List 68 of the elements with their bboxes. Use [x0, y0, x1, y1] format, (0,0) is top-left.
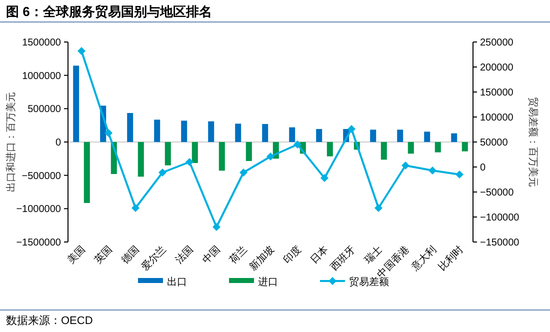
y2-tick-label: 150000 — [480, 88, 514, 98]
y2-tick-label: 250000 — [480, 38, 514, 48]
bar — [181, 120, 188, 142]
bar — [462, 142, 468, 152]
bar — [380, 142, 387, 160]
y-tick-label: −1500000 — [16, 238, 62, 248]
point — [186, 158, 194, 166]
chart-title: 图 6：全球服务贸易国别与地区排名 — [6, 4, 212, 19]
bar — [235, 124, 242, 142]
y2-tick-label: −50000 — [480, 188, 514, 198]
bar — [246, 142, 252, 161]
bar — [164, 142, 171, 166]
bar — [192, 142, 198, 163]
bar — [138, 142, 144, 177]
bar — [127, 113, 134, 142]
bar — [370, 130, 376, 142]
bar — [208, 121, 214, 142]
legend-label: 进口 — [258, 276, 278, 288]
bar — [434, 142, 441, 152]
point — [374, 204, 382, 212]
y-tick-label: −1000000 — [16, 204, 62, 216]
y2-tick-label: −150000 — [480, 238, 520, 248]
bar — [218, 142, 225, 171]
point — [240, 168, 248, 176]
point — [320, 174, 328, 182]
x-tick-label: 法国 — [172, 244, 196, 266]
bar — [397, 130, 404, 142]
point — [402, 162, 410, 170]
point — [104, 129, 112, 137]
y-tick-label: −500000 — [22, 170, 62, 182]
x-tick-label: 中国 — [200, 244, 223, 266]
legend-label: 出口 — [167, 276, 187, 288]
bar — [451, 133, 458, 142]
y2-tick-label: 100000 — [480, 112, 514, 124]
y-tick-label: 1500000 — [22, 38, 62, 48]
point — [456, 170, 464, 178]
y2-tick-label: 200000 — [480, 62, 514, 74]
source-note: 数据来源：OECD — [6, 314, 93, 327]
y-axis-title: 出口和进口：百万美元 — [5, 92, 17, 192]
bar — [424, 132, 430, 142]
y-tick-label: 0 — [55, 138, 62, 148]
point — [266, 152, 274, 160]
x-tick-label: 英国 — [92, 244, 115, 266]
y-tick-label: 1000000 — [22, 70, 62, 82]
point — [132, 204, 140, 212]
point — [294, 140, 302, 148]
y2-axis-title: 贸易差额：百万美元 — [527, 97, 539, 187]
point — [158, 168, 166, 176]
bar — [73, 66, 80, 142]
x-tick-label: 美国 — [64, 244, 88, 266]
bar — [326, 142, 333, 156]
point — [428, 166, 436, 174]
point — [78, 47, 86, 55]
bar — [84, 142, 90, 203]
bar — [408, 142, 414, 154]
bar — [289, 127, 296, 142]
y2-tick-label: 0 — [480, 162, 486, 174]
bar — [262, 124, 268, 142]
point — [348, 125, 356, 133]
y2-tick-label: 50000 — [480, 138, 508, 148]
point — [212, 223, 220, 231]
legend-label: 贸易差额 — [349, 276, 389, 288]
x-tick-label: 印度 — [280, 244, 304, 266]
y2-tick-label: −100000 — [480, 212, 520, 224]
y-tick-label: 500000 — [28, 104, 62, 116]
x-tick-label: 瑞士 — [362, 244, 385, 266]
bar — [154, 120, 160, 142]
bar — [316, 129, 322, 142]
